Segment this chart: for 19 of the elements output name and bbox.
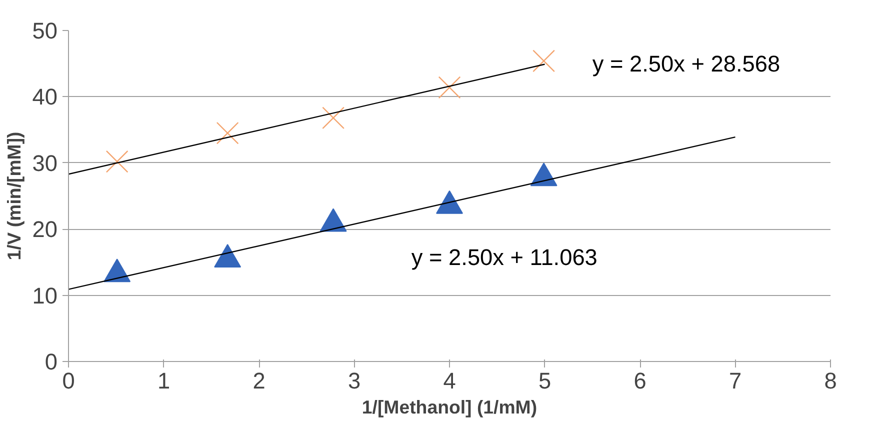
x-tick-label: 0 [62,368,75,394]
annotation: y = 2.50x + 28.568 [592,50,780,77]
y-tick-label: 20 [32,216,58,242]
x-tick-label: 8 [824,368,837,394]
y-tick-label: 50 [32,18,58,44]
x-tick-label: 1 [157,368,170,394]
annotation: y = 2.50x + 11.063 [411,244,598,270]
y-tick-label: 40 [32,84,58,110]
x-tick-label: 7 [728,368,742,394]
x-tick-label: 3 [348,368,361,394]
y-tick-label: 10 [32,282,58,308]
x-tick-label: 2 [252,368,266,394]
x-tick-label: 5 [538,368,552,394]
x-tick-label: 6 [634,368,646,394]
y-axis-title: 1/V (min/[mM]) [3,132,24,260]
y-tick-label: 30 [32,150,58,176]
y-tick-label: 0 [44,348,58,374]
x-tick-label: 4 [443,368,456,394]
x-axis-title: 1/[Methanol] (1/mM) [362,396,538,418]
